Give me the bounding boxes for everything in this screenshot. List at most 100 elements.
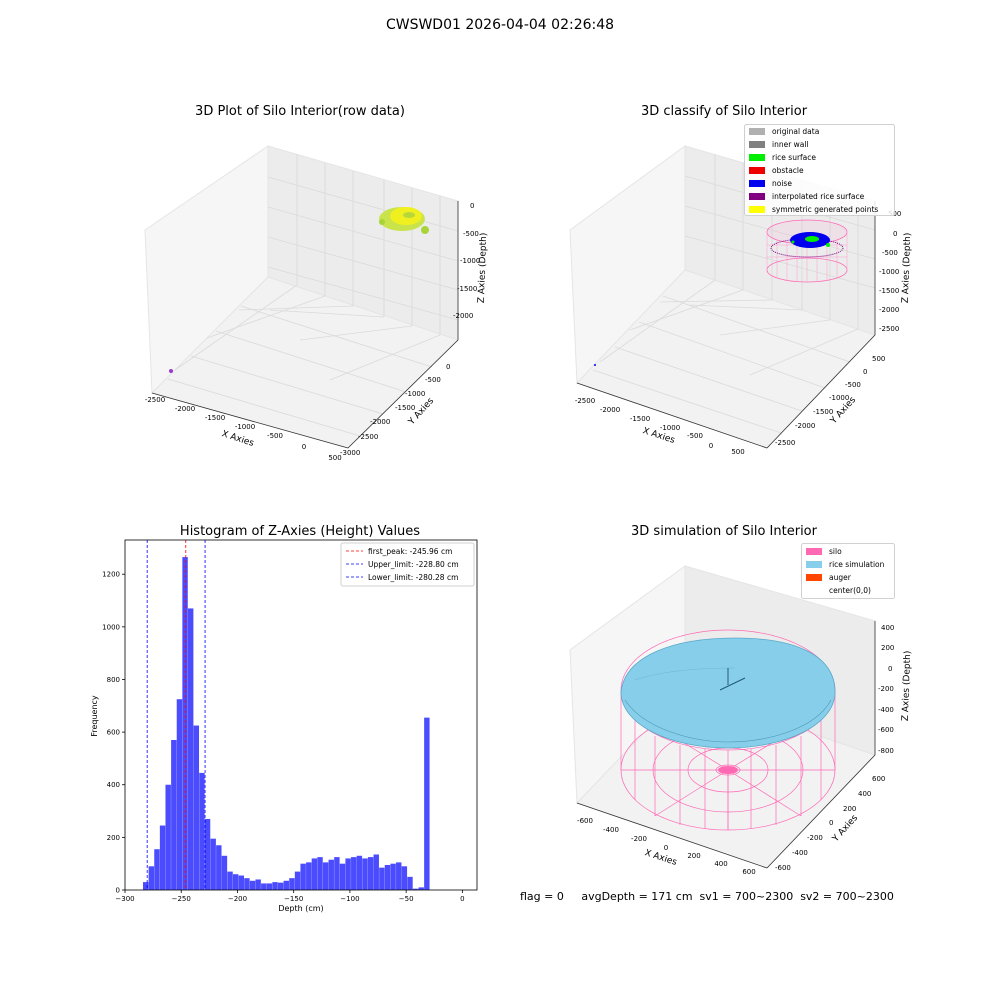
legend-swatch <box>749 154 765 161</box>
raw-x-ticks: -2500 -2000 -1500 -1000 -500 0 500 <box>145 396 342 462</box>
histogram-bar <box>351 857 357 890</box>
legend-swatch <box>749 167 765 174</box>
x-tick-label: -1500 <box>630 415 650 423</box>
histogram-bar <box>193 725 200 890</box>
histogram-bar <box>384 865 391 890</box>
y-tick-label: 500 <box>872 355 885 363</box>
z-tick-label: -2000 <box>879 306 899 314</box>
histogram-title: Histogram of Z-Axies (Height) Values <box>179 524 421 539</box>
histogram-bar <box>418 887 424 890</box>
classify-x-ticks: -2500 -2000 -1500 -1000 -500 0 500 <box>575 397 745 456</box>
x-tick-label: 0 <box>460 895 464 903</box>
histogram-bar <box>412 888 419 890</box>
histogram-bar <box>154 849 160 890</box>
raw-z-axis-label: Z Axies (Depth) <box>477 233 489 304</box>
y-tick-label: -1500 <box>813 408 833 416</box>
z-tick-label: 0 <box>470 202 474 210</box>
raw-3d-plot[interactable]: -2500 -2000 -1500 -1000 -500 0 500 0 -50… <box>120 130 500 480</box>
classify-y-ticks: 500 0 -500 -1000 -1500 -2000 -2500 <box>775 355 885 447</box>
histogram-bar <box>244 878 250 890</box>
x-tick-label: −200 <box>228 895 247 903</box>
legend-label: center(0,0) <box>829 586 871 595</box>
histogram-bar <box>379 867 385 890</box>
y-tick-label: 0 <box>829 819 833 827</box>
legend-label: Lower_limit: -280.28 cm <box>368 573 458 582</box>
histogram-bar <box>317 857 323 890</box>
simulation-x-axis-label: X Axies <box>643 848 678 868</box>
histogram-bar <box>182 557 188 890</box>
y-tick-label: -500 <box>425 376 441 384</box>
y-tick-label: 1000 <box>102 623 120 631</box>
histogram-plot-frame <box>124 539 478 891</box>
histogram-bar <box>266 883 273 890</box>
histogram-bar <box>187 608 194 890</box>
z-tick-label: -1000 <box>460 257 480 265</box>
y-tick-label: 400 <box>107 781 120 789</box>
z-tick-label: 400 <box>881 624 894 632</box>
legend-swatch <box>806 548 822 555</box>
histogram-y-ticks: 0 200 400 600 800 1000 1200 <box>102 571 125 895</box>
y-tick-label: -600 <box>775 864 791 872</box>
z-tick-label: -1000 <box>879 268 899 276</box>
legend-swatch <box>806 574 822 581</box>
x-tick-label: −150 <box>284 895 303 903</box>
x-tick-label: 500 <box>731 448 744 456</box>
histogram-bar <box>142 882 149 890</box>
histogram-bar <box>407 876 413 890</box>
y-tick-label: -500 <box>845 381 861 389</box>
z-tick-label: -800 <box>878 747 894 755</box>
z-tick-label: -600 <box>878 726 894 734</box>
legend-swatch <box>749 141 765 148</box>
classify-point-cloud <box>594 232 830 366</box>
y-tick-label: -2500 <box>358 433 378 441</box>
z-tick-label: 0 <box>893 230 897 238</box>
histogram-legend: first_peak: -245.96 cm Upper_limit: -228.… <box>340 542 475 587</box>
legend-swatch <box>749 206 765 213</box>
histogram-bar <box>311 858 318 890</box>
legend-label: interpolated rice surface <box>772 192 865 201</box>
histogram-bar <box>255 879 261 890</box>
z-tick-label: 200 <box>881 644 894 652</box>
histogram-bar <box>272 882 278 890</box>
simulation-y-ticks: 600 400 200 0 -200 -400 -600 <box>775 775 885 872</box>
simulation-x-ticks: -600 -400 -200 0 200 400 600 <box>577 817 756 876</box>
histogram-bar <box>176 699 183 890</box>
x-tick-label: −300 <box>115 895 134 903</box>
simulation-3d-plot[interactable]: -600 -400 -200 0 200 400 600 600 400 200… <box>545 550 920 880</box>
x-tick-label: -1500 <box>205 414 225 422</box>
histogram-bar <box>300 863 306 890</box>
y-tick-label: -2000 <box>795 422 815 430</box>
legend-frame <box>340 542 475 587</box>
histogram-bar <box>334 857 340 890</box>
histogram-bars <box>142 557 430 890</box>
x-tick-label: −100 <box>340 895 359 903</box>
histogram-bar <box>199 772 205 890</box>
z-tick-label: -2000 <box>453 312 473 320</box>
histogram-bar <box>210 838 216 890</box>
x-tick-label: 0 <box>664 844 668 852</box>
histogram-bar <box>424 717 430 890</box>
x-tick-label: -2000 <box>600 406 620 414</box>
classify-z-ticks: 500 0 -500 -1000 -1500 -2000 -2500 <box>879 210 901 333</box>
histogram-bar <box>367 857 374 890</box>
y-tick-label: -1500 <box>395 404 415 412</box>
y-tick-label: -200 <box>807 834 823 842</box>
legend-label: symmetric generated points <box>772 205 878 214</box>
histogram-bar <box>261 883 267 890</box>
figure-title: CWSWD01 2026-04-04 02:26:48 <box>385 17 615 33</box>
x-tick-label: 0 <box>709 442 713 450</box>
x-tick-label: −50 <box>399 895 414 903</box>
simulation-legend: silo rice simulation auger center(0,0) <box>801 543 895 599</box>
legend-label: Upper_limit: -228.80 cm <box>368 560 459 569</box>
histogram-bar <box>249 880 256 890</box>
y-tick-label: 200 <box>843 805 856 813</box>
legend-label: obstacle <box>772 166 804 175</box>
z-tick-label: 0 <box>888 665 892 673</box>
histogram-bar <box>216 845 222 890</box>
y-tick-label: 1200 <box>102 571 120 579</box>
z-tick-label: -1500 <box>879 287 899 295</box>
x-tick-label: -2500 <box>575 397 595 405</box>
histogram-chart[interactable]: −300 −250 −200 −150 −100 −50 0 0 200 400 600 800 10… <box>80 536 500 920</box>
histogram-bar <box>373 854 379 890</box>
y-tick-label: -1000 <box>405 390 425 398</box>
